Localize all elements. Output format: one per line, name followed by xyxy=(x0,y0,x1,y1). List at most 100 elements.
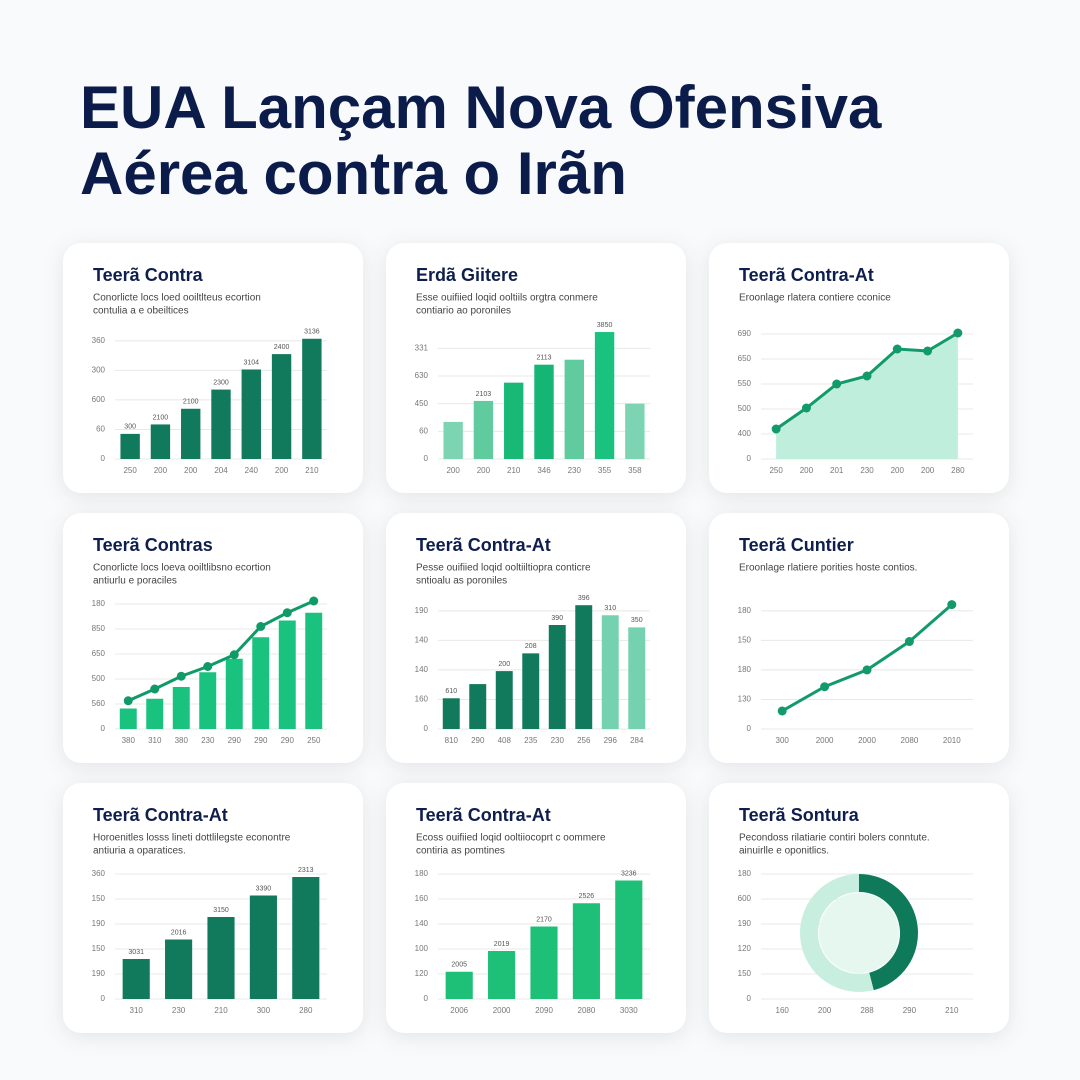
value-label: 3850 xyxy=(597,322,613,329)
bar xyxy=(488,951,516,999)
value-label: 3150 xyxy=(213,907,229,914)
bar xyxy=(120,433,140,459)
card-title: Teerã Contra-At xyxy=(739,265,874,285)
y-tick-label: 600 xyxy=(92,395,106,404)
bar xyxy=(575,605,593,729)
card-subtitle: Pecondoss rilatiarie contiri bolers conn… xyxy=(739,833,930,844)
y-tick-label: 690 xyxy=(738,329,752,338)
x-tick-label: 200 xyxy=(477,466,491,475)
value-label: 2400 xyxy=(274,344,290,351)
value-label: 3136 xyxy=(304,329,320,336)
y-tick-label: 100 xyxy=(415,944,429,953)
point xyxy=(229,650,239,660)
page-title: EUA Lançam Nova Ofensiva xyxy=(80,74,882,141)
y-tick-label: 0 xyxy=(424,454,429,463)
card-subtitle: Esse ouifiied loqid ooltiils orgtra conm… xyxy=(416,293,598,304)
y-tick-label: 140 xyxy=(415,635,429,644)
value-label: 2300 xyxy=(213,379,229,386)
point xyxy=(309,596,319,606)
y-tick-label: 150 xyxy=(738,635,752,644)
y-tick-label: 400 xyxy=(738,429,752,438)
value-label: 2170 xyxy=(536,916,552,923)
x-tick-label: 2000 xyxy=(493,1006,511,1015)
bar xyxy=(165,939,193,999)
x-tick-label: 290 xyxy=(254,736,268,745)
x-tick-label: 204 xyxy=(214,466,228,475)
point xyxy=(123,696,133,706)
x-tick-label: 210 xyxy=(305,466,319,475)
bar xyxy=(443,421,463,459)
bar xyxy=(445,971,473,999)
y-tick-label: 650 xyxy=(92,649,106,658)
bar xyxy=(302,338,322,459)
x-tick-label: 290 xyxy=(471,736,485,745)
x-tick-label: 200 xyxy=(275,466,289,475)
card-title: Teerã Contra-At xyxy=(416,535,551,555)
x-tick-label: 2090 xyxy=(535,1006,553,1015)
x-tick-label: 200 xyxy=(921,466,935,475)
y-tick-label: 180 xyxy=(92,599,106,608)
y-tick-label: 180 xyxy=(738,869,752,878)
y-tick-label: 130 xyxy=(738,695,752,704)
x-tick-label: 230 xyxy=(201,736,215,745)
x-tick-label: 346 xyxy=(537,466,551,475)
x-tick-label: 230 xyxy=(568,466,582,475)
point xyxy=(904,637,914,647)
x-tick-label: 310 xyxy=(148,736,162,745)
point xyxy=(256,622,266,631)
x-tick-label: 200 xyxy=(154,466,168,475)
card-title: Teerã Sontura xyxy=(739,805,860,825)
value-label: 208 xyxy=(525,643,537,650)
card-subtitle: Eroonlage rlatera contiere cconice xyxy=(739,293,891,304)
card-subtitle: antiuria a oparatices. xyxy=(93,846,186,857)
card-title: Teerã Contra-At xyxy=(93,805,228,825)
x-tick-label: 280 xyxy=(299,1006,313,1015)
bar xyxy=(252,637,270,729)
y-tick-label: 0 xyxy=(101,724,106,733)
y-tick-label: 190 xyxy=(92,919,106,928)
bar xyxy=(211,389,231,459)
y-tick-label: 180 xyxy=(415,869,429,878)
card-title: Teerã Contra xyxy=(93,265,204,285)
value-label: 2526 xyxy=(579,893,595,900)
value-label: 396 xyxy=(578,595,590,602)
point xyxy=(953,328,963,338)
bar xyxy=(442,698,460,729)
x-tick-label: 160 xyxy=(776,1006,790,1015)
x-tick-label: 230 xyxy=(860,466,874,475)
card-subtitle: Horoenitles losss lineti dottlilegste ec… xyxy=(93,833,291,844)
x-tick-label: 200 xyxy=(800,466,814,475)
bar xyxy=(628,627,646,729)
x-tick-label: 210 xyxy=(214,1006,228,1015)
x-tick-label: 2010 xyxy=(943,736,961,745)
bar xyxy=(249,895,277,999)
y-tick-label: 180 xyxy=(738,606,752,615)
value-label: 2313 xyxy=(298,867,314,874)
y-tick-label: 0 xyxy=(747,994,752,1003)
y-tick-label: 140 xyxy=(415,919,429,928)
y-tick-label: 560 xyxy=(92,699,106,708)
value-label: 2019 xyxy=(494,941,510,948)
x-tick-label: 230 xyxy=(551,736,565,745)
y-tick-label: 0 xyxy=(101,454,106,463)
x-tick-label: 210 xyxy=(945,1006,959,1015)
bar xyxy=(572,903,600,999)
y-tick-label: 300 xyxy=(92,365,106,374)
point xyxy=(150,684,160,694)
point xyxy=(892,344,902,354)
point xyxy=(282,608,292,618)
value-label: 2100 xyxy=(183,399,199,406)
card-subtitle: Eroonlage rlatiere porities hoste contio… xyxy=(739,563,917,574)
bar xyxy=(119,708,137,729)
y-tick-label: 630 xyxy=(415,371,429,380)
x-tick-label: 290 xyxy=(903,1006,917,1015)
x-tick-label: 380 xyxy=(175,736,189,745)
x-tick-label: 358 xyxy=(628,466,642,475)
y-tick-label: 850 xyxy=(92,624,106,633)
x-tick-label: 2000 xyxy=(858,736,876,745)
x-tick-label: 200 xyxy=(446,466,460,475)
y-tick-label: 160 xyxy=(415,695,429,704)
x-tick-label: 235 xyxy=(524,736,538,745)
y-tick-label: 120 xyxy=(738,944,752,953)
